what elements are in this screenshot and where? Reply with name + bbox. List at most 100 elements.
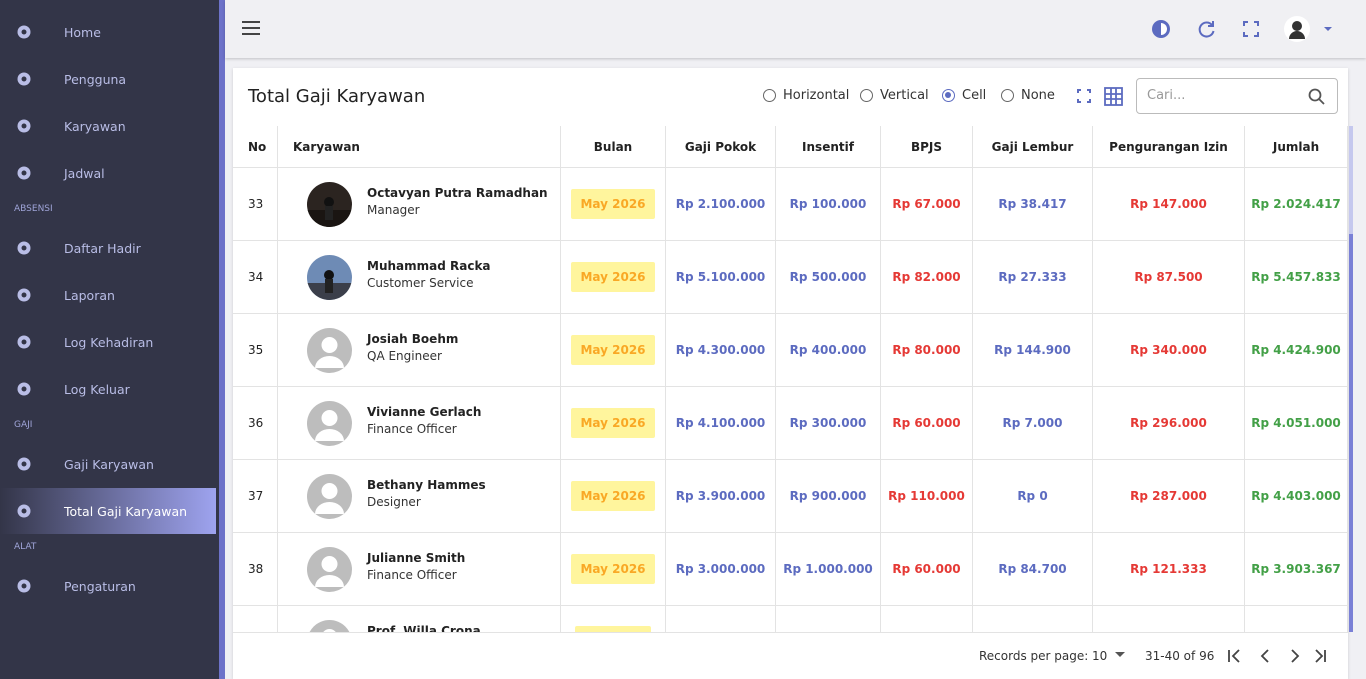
- theme-button[interactable]: [1151, 19, 1171, 39]
- cell-amount: Rp 4.100.000: [666, 387, 776, 460]
- nav-icon: [17, 504, 31, 518]
- cell-employee: Prof. Willa Crona: [278, 606, 561, 632]
- cell-amount: Rp 300.000: [776, 387, 881, 460]
- per-page-select[interactable]: 10: [1092, 649, 1108, 663]
- amount: Rp 2.100.000: [675, 197, 766, 211]
- view-option[interactable]: None: [1001, 88, 1055, 103]
- nav-label: Karyawan: [64, 118, 126, 134]
- cell-amount: Rp 4.403.000: [1245, 460, 1348, 533]
- radio[interactable]: [942, 89, 955, 102]
- option-label: Vertical: [880, 88, 929, 103]
- month-badge: May 2026: [571, 262, 655, 292]
- column-header[interactable]: Bulan: [561, 126, 666, 168]
- cell-month: May 2026: [561, 314, 666, 387]
- profile-menu[interactable]: [1283, 15, 1333, 43]
- nav-item[interactable]: Karyawan: [0, 103, 216, 149]
- nav-item[interactable]: Pengaturan: [0, 563, 216, 609]
- cell-month: May 2026: [561, 460, 666, 533]
- avatar: [307, 255, 352, 300]
- cell-month: May 2026: [561, 168, 666, 241]
- nav-item[interactable]: Daftar Hadir: [0, 225, 216, 271]
- amount: Rp 7.000: [1002, 416, 1063, 430]
- cell-amount: Rp 110.000: [881, 460, 973, 533]
- amount: Rp 4.424.900: [1251, 343, 1341, 357]
- cell-amount: Rp 147.000: [1093, 168, 1245, 241]
- column-header[interactable]: Gaji Lembur: [973, 126, 1093, 168]
- employee-role: Finance Officer: [367, 422, 457, 436]
- employee-name: Prof. Willa Crona: [367, 624, 481, 632]
- column-header[interactable]: Pengurangan Izin: [1093, 126, 1245, 168]
- amount: Rp 84.700: [998, 562, 1067, 576]
- nav-item[interactable]: Log Kehadiran: [0, 319, 216, 365]
- column-header[interactable]: Gaji Pokok: [666, 126, 776, 168]
- month-badge: May 2026: [571, 189, 655, 219]
- cell-amount: Rp 900.000: [776, 460, 881, 533]
- nav-item[interactable]: Gaji Karyawan: [0, 441, 216, 487]
- avatar-placeholder: [307, 401, 352, 446]
- radio[interactable]: [860, 89, 873, 102]
- view-option[interactable]: Vertical: [860, 88, 929, 103]
- month-badge: [575, 626, 651, 632]
- section-label: ALAT: [14, 542, 37, 552]
- cell-amount: [1245, 606, 1348, 632]
- column-header[interactable]: Jumlah: [1245, 126, 1348, 168]
- cell-amount: Rp 1.000.000: [776, 533, 881, 606]
- search-placeholder: Cari...: [1147, 88, 1186, 103]
- cell-amount: Rp 84.700: [973, 533, 1093, 606]
- search-input[interactable]: Cari...: [1136, 78, 1338, 114]
- menu-button[interactable]: [242, 21, 260, 35]
- cell-amount: Rp 400.000: [776, 314, 881, 387]
- option-label: Horizontal: [783, 88, 850, 103]
- month-badge: May 2026: [571, 408, 655, 438]
- amount: Rp 287.000: [1130, 489, 1207, 503]
- sidebar-rail: [219, 0, 225, 679]
- cell-amount: [776, 606, 881, 632]
- employee-role: Designer: [367, 495, 421, 509]
- column-header[interactable]: Karyawan: [278, 126, 561, 168]
- expand-button[interactable]: [1077, 89, 1091, 103]
- cell-amount: Rp 3.900.000: [666, 460, 776, 533]
- amount: Rp 400.000: [789, 343, 867, 357]
- cell-amount: Rp 4.051.000: [1245, 387, 1348, 460]
- amount: Rp 87.500: [1134, 270, 1203, 284]
- refresh-button[interactable]: [1197, 19, 1217, 39]
- column-header[interactable]: Insentif: [776, 126, 881, 168]
- nav-item[interactable]: Laporan: [0, 272, 216, 318]
- amount: Rp 2.024.417: [1251, 197, 1341, 211]
- cell-no: 36: [233, 387, 278, 460]
- nav-item[interactable]: Pengguna: [0, 56, 216, 102]
- radio[interactable]: [763, 89, 776, 102]
- nav-label: Pengaturan: [64, 578, 136, 594]
- nav-label: Total Gaji Karyawan: [64, 503, 188, 519]
- nav-item[interactable]: Log Keluar: [0, 366, 216, 412]
- cell-no: 38: [233, 533, 278, 606]
- employee-name: Muhammad Racka: [367, 259, 491, 273]
- cell-amount: Rp 67.000: [881, 168, 973, 241]
- nav-item[interactable]: Total Gaji Karyawan: [0, 488, 216, 534]
- grid-button[interactable]: [1104, 87, 1123, 106]
- amount: Rp 110.000: [888, 489, 965, 503]
- nav-item[interactable]: Jadwal: [0, 150, 216, 196]
- amount: Rp 4.403.000: [1251, 489, 1341, 503]
- radio[interactable]: [1001, 89, 1014, 102]
- cell-employee: Octavyan Putra Ramadhan Manager: [278, 168, 561, 241]
- cell-month: [561, 606, 666, 632]
- nav-label: Home: [64, 24, 101, 40]
- nav-item[interactable]: Home: [0, 9, 216, 55]
- amount: Rp 4.100.000: [675, 416, 766, 430]
- cell-month: May 2026: [561, 241, 666, 314]
- view-option[interactable]: Cell: [942, 88, 986, 103]
- fullscreen-button[interactable]: [1243, 21, 1259, 37]
- column-header[interactable]: BPJS: [881, 126, 973, 168]
- sidebar: Home Pengguna Karyawan Jadwal ABSENSI Daftar …: [0, 0, 225, 679]
- view-option[interactable]: Horizontal: [763, 88, 849, 103]
- pagination[interactable]: [1227, 648, 1327, 664]
- avatar-photo: [307, 255, 352, 300]
- nav-icon: [17, 119, 31, 133]
- amount: Rp 27.333: [998, 270, 1067, 284]
- nav-icon: [17, 72, 31, 86]
- cell-amount: Rp 0: [973, 460, 1093, 533]
- nav-icon: [17, 382, 31, 396]
- column-header[interactable]: No: [233, 126, 278, 168]
- card: Total Gaji Karyawan Horizontal Vertical Ce…: [233, 68, 1348, 679]
